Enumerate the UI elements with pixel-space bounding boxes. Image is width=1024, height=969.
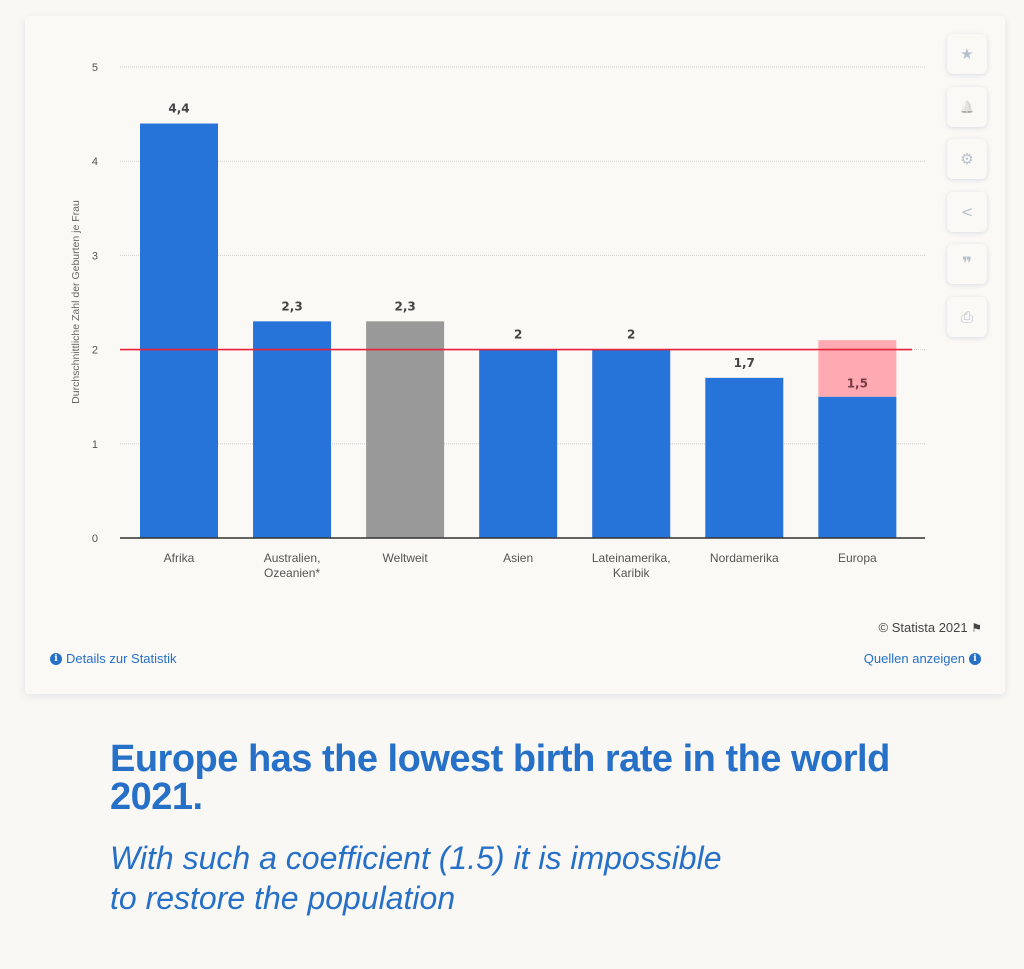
- bar: [592, 349, 671, 538]
- flag-icon: ⚑: [971, 621, 982, 635]
- details-link-text: Details zur Statistik: [66, 651, 177, 666]
- value-label: 2: [627, 328, 635, 342]
- x-tick-label: Australien,: [264, 551, 321, 565]
- info-icon: i: [50, 652, 62, 665]
- info-icon: i: [969, 652, 981, 665]
- bar-chart: 0 1 2 3 4 5 Durchschnittliche Zahl der Geburt…: [70, 62, 925, 580]
- subline: With such a coefficient (1.5) it is impo…: [110, 838, 910, 918]
- headline: Europe has the lowest birth rate in the …: [110, 738, 890, 818]
- share-button[interactable]: <: [947, 191, 987, 232]
- details-link[interactable]: i Details zur Statistik: [50, 651, 177, 666]
- y-tick-label: 3: [92, 250, 98, 262]
- bar: [253, 321, 332, 538]
- bar: [479, 349, 558, 538]
- bar: [140, 123, 218, 539]
- share-icon: <: [960, 202, 974, 221]
- value-label: 2,3: [281, 299, 302, 313]
- x-tick-label: Europa: [838, 551, 877, 565]
- value-label: 2: [514, 328, 522, 342]
- x-tick-label: Weltweit: [383, 551, 429, 565]
- value-label: 1,7: [734, 356, 755, 370]
- y-axis-ticks: 0 1 2 3 4 5: [92, 62, 98, 545]
- x-tick-label: Lateinamerika,: [592, 551, 671, 565]
- bar: [705, 377, 784, 538]
- value-label: 1,5: [847, 377, 868, 391]
- gear-icon: ⚙: [960, 150, 974, 168]
- y-tick-label: 2: [92, 345, 98, 357]
- x-axis-labels: Afrika Australien,Ozeanien* Weltweit Asien L…: [164, 551, 877, 580]
- bell-icon: 🔔: [959, 99, 975, 114]
- bar: [366, 321, 445, 538]
- quote-icon: ❞: [962, 254, 972, 274]
- y-tick-label: 4: [92, 156, 98, 168]
- y-tick-label: 0: [92, 533, 98, 545]
- value-label: 2,3: [394, 299, 415, 313]
- print-button[interactable]: ⎙: [947, 296, 987, 337]
- x-tick-label: Ozeanien*: [264, 566, 320, 580]
- y-axis-title: Durchschnittliche Zahl der Geburten je F…: [70, 200, 82, 404]
- y-tick-label: 1: [92, 439, 98, 451]
- bar: [818, 396, 897, 538]
- x-tick-label: Afrika: [164, 551, 195, 565]
- bars: [140, 123, 897, 539]
- favorite-button[interactable]: ★: [947, 34, 987, 74]
- value-labels: 4,4 2,3 2,3 2 2 1,7 1,5: [168, 102, 868, 391]
- copyright-text: © Statista 2021: [878, 620, 968, 635]
- sources-link-text: Quellen anzeigen: [863, 651, 965, 666]
- x-tick-label: Karibik: [613, 566, 651, 580]
- value-label: 4,4: [168, 102, 189, 116]
- notify-button[interactable]: 🔔: [947, 86, 987, 127]
- sources-link[interactable]: Quellen anzeigen i: [864, 651, 981, 666]
- x-tick-label: Nordamerika: [710, 551, 779, 565]
- subline-line-2: to restore the population: [110, 880, 456, 916]
- copyright[interactable]: © Statista 2021 ⚑: [879, 620, 982, 635]
- subline-line-1: With such a coefficient (1.5) it is impo…: [110, 840, 722, 876]
- print-icon: ⎙: [960, 307, 973, 326]
- settings-button[interactable]: ⚙: [947, 139, 987, 179]
- cite-button[interactable]: ❞: [947, 244, 987, 284]
- y-tick-label: 5: [92, 62, 98, 74]
- star-icon: ★: [960, 45, 974, 63]
- x-tick-label: Asien: [503, 551, 533, 565]
